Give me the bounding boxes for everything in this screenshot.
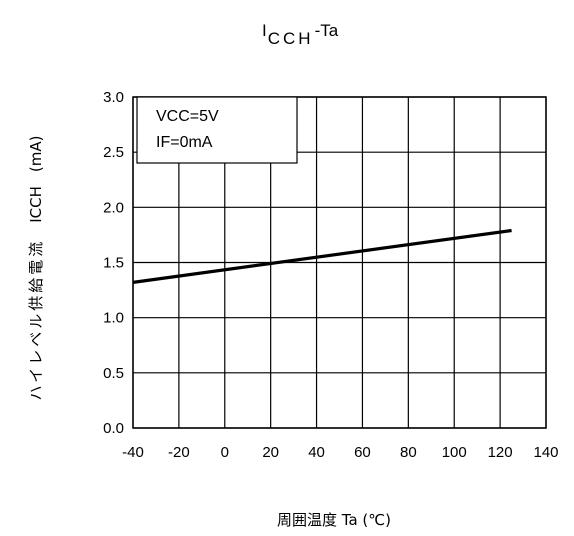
y-tick-label: 0.5 xyxy=(103,365,124,382)
y-tick-label: 0.0 xyxy=(103,420,124,437)
annotation-line-1: VCC=5V xyxy=(156,108,219,125)
y-axis-label: ハイレベル供給電流ICCH(mA) xyxy=(27,136,45,401)
x-tick-label: 0 xyxy=(221,444,229,461)
y-tick-label: 1.0 xyxy=(103,310,124,327)
annotation-line-2: IF=0mA xyxy=(156,134,213,151)
x-tick-label: 80 xyxy=(400,444,417,461)
y-tick-label: 2.0 xyxy=(103,199,124,216)
series-lines xyxy=(132,228,512,284)
x-tick-label: 60 xyxy=(354,444,371,461)
plot-area xyxy=(132,96,547,429)
x-tick-labels: -40 -20 0 20 40 60 80 100 120 140 xyxy=(122,444,558,461)
plot-frame xyxy=(132,96,547,429)
x-tick-label: 140 xyxy=(533,444,558,461)
y-tick-labels: 0.0 0.5 1.0 1.5 2.0 2.5 3.0 xyxy=(103,89,124,437)
chart-title: ICCH-Ta xyxy=(262,21,339,48)
x-tick-label: 120 xyxy=(488,444,513,461)
x-axis-label: 周囲温度 Ta (℃) xyxy=(277,511,391,529)
y-tick-label: 3.0 xyxy=(103,89,124,106)
y-tick-label: 1.5 xyxy=(103,255,124,272)
x-tick-label: 100 xyxy=(442,444,467,461)
annotation-box: VCC=5V IF=0mA xyxy=(136,96,298,164)
x-tick-label: 40 xyxy=(308,444,325,461)
series-line xyxy=(132,228,512,284)
x-tick-label: -20 xyxy=(168,444,190,461)
x-tick-label: -40 xyxy=(122,444,144,461)
y-tick-label: 2.5 xyxy=(103,144,124,161)
annotation-frame xyxy=(136,96,298,164)
x-tick-label: 20 xyxy=(262,444,279,461)
